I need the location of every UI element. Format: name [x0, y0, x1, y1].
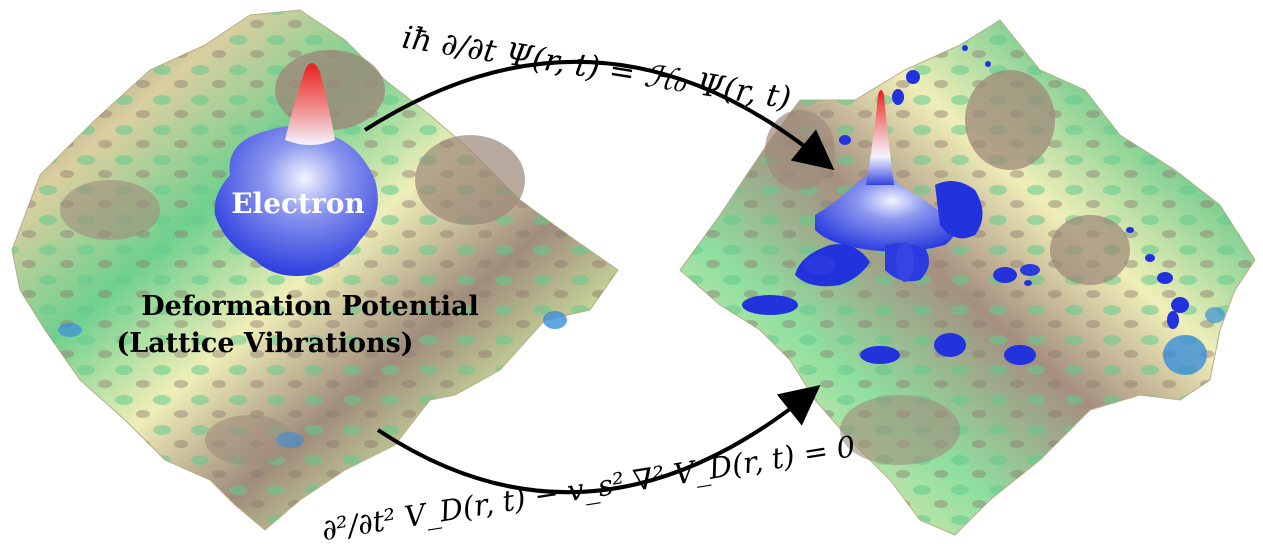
bottom-arrow	[376, 384, 821, 495]
potential-label-line2: (Lattice Vibrations)	[116, 328, 413, 359]
electron-wavepacket: Electron	[214, 62, 378, 276]
schrodinger-equation: iħ ∂/∂t Ψ(r, t) = ℋ₀ Ψ(r, t)	[400, 20, 794, 117]
electron-label: Electron	[231, 187, 365, 220]
wave-equation: ∂²/∂t² V_D(r, t) − v_s² ∇² V_D(r, t) = 0	[319, 429, 858, 544]
scattered-electron	[742, 45, 1189, 365]
potential-label-line1: Deformation Potential	[141, 291, 479, 322]
top-arrow	[363, 59, 835, 171]
